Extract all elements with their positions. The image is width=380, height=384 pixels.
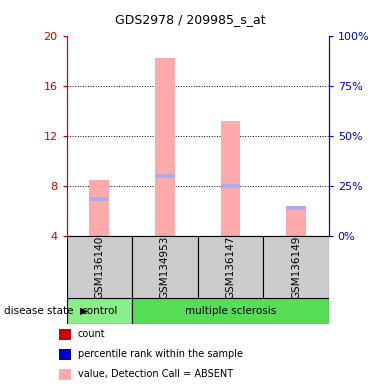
Bar [89, 197, 109, 200]
Text: control: control [81, 306, 117, 316]
Bar [155, 58, 175, 236]
Bar [66, 298, 132, 324]
Bar [220, 184, 240, 188]
Text: GSM136140: GSM136140 [94, 235, 104, 298]
Text: percentile rank within the sample: percentile rank within the sample [78, 349, 243, 359]
Bar [220, 121, 240, 236]
Text: GDS2978 / 209985_s_at: GDS2978 / 209985_s_at [115, 13, 265, 26]
Bar [132, 236, 198, 298]
Text: GSM136147: GSM136147 [225, 235, 235, 299]
Bar [89, 180, 109, 236]
Bar [286, 210, 306, 236]
Text: multiple sclerosis: multiple sclerosis [185, 306, 276, 316]
Bar [263, 236, 329, 298]
Bar [286, 206, 306, 210]
Bar [198, 236, 263, 298]
Text: count: count [78, 329, 106, 339]
Text: GSM136149: GSM136149 [291, 235, 301, 299]
Text: disease state  ▶: disease state ▶ [4, 306, 88, 316]
Bar [132, 298, 329, 324]
Text: value, Detection Call = ABSENT: value, Detection Call = ABSENT [78, 369, 233, 379]
Text: GSM134953: GSM134953 [160, 235, 170, 299]
Bar [66, 236, 132, 298]
Bar [155, 174, 175, 178]
